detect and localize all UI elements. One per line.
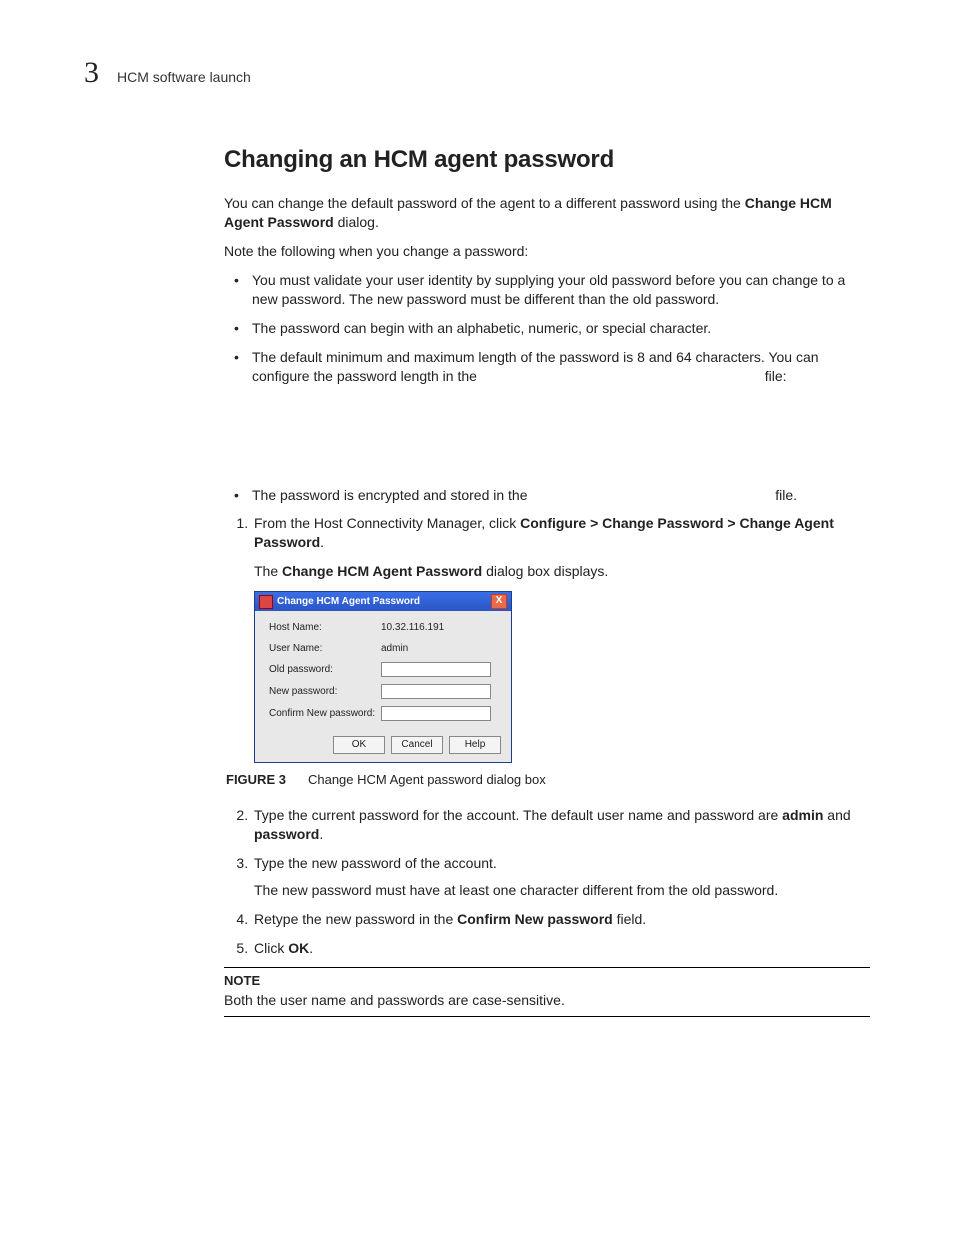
step-5: Click OK.	[252, 939, 870, 958]
input-confirm-pw[interactable]	[381, 706, 491, 721]
dialog-app-icon	[259, 595, 273, 609]
label-new-pw: New password:	[269, 685, 381, 699]
cancel-button[interactable]: Cancel	[391, 736, 443, 754]
step5-bold: OK	[288, 940, 309, 956]
page-header: 3 HCM software launch	[84, 56, 870, 90]
step2-post: .	[319, 826, 323, 842]
page-title: Changing an HCM agent password	[224, 144, 870, 176]
label-host: Host Name:	[269, 621, 381, 635]
note-text: Both the user name and passwords are cas…	[224, 991, 870, 1010]
step1-sub-bold: Change HCM Agent Password	[282, 563, 482, 579]
step2-b1: admin	[782, 807, 823, 823]
content-column: Changing an HCM agent password You can c…	[224, 144, 870, 1017]
input-new-pw[interactable]	[381, 684, 491, 699]
row-host: Host Name: 10.32.116.191	[269, 621, 499, 635]
bullet-2: The password can begin with an alphabeti…	[224, 319, 870, 338]
step-3: Type the new password of the account. Th…	[252, 854, 870, 900]
step-2: Type the current password for the accoun…	[252, 806, 870, 844]
bullet-4-text: The password is encrypted and stored in …	[252, 487, 528, 503]
dialog-window: Change HCM Agent Password X Host Name: 1…	[254, 591, 512, 763]
bullet-3-trail: file:	[765, 368, 787, 384]
step1-post: .	[320, 534, 324, 550]
note-label: NOTE	[224, 972, 870, 990]
bullet-4: The password is encrypted and stored in …	[224, 486, 870, 505]
step4-bold: Confirm New password	[457, 911, 613, 927]
value-user: admin	[381, 642, 408, 656]
bullet-1-text: You must validate your user identity by …	[252, 272, 845, 307]
dialog-title-text: Change HCM Agent Password	[277, 595, 420, 609]
dialog-button-row: OK Cancel Help	[255, 736, 511, 762]
step-4: Retype the new password in the Confirm N…	[252, 910, 870, 929]
step1-pre: From the Host Connectivity Manager, clic…	[254, 515, 520, 531]
page: 3 HCM software launch Changing an HCM ag…	[0, 0, 954, 1235]
step4-pre: Retype the new password in the	[254, 911, 457, 927]
bullet-list: You must validate your user identity by …	[224, 271, 870, 504]
section-name: HCM software launch	[117, 69, 251, 85]
step2-mid: and	[823, 807, 850, 823]
figure-caption: FIGURE 3 Change HCM Agent password dialog…	[226, 771, 870, 789]
chapter-number: 3	[84, 56, 99, 90]
row-old-pw: Old password:	[269, 662, 499, 677]
close-icon[interactable]: X	[491, 594, 507, 609]
note-block: NOTE Both the user name and passwords ar…	[224, 967, 870, 1016]
step2-pre: Type the current password for the accoun…	[254, 807, 782, 823]
bullet-3: The default minimum and maximum length o…	[224, 348, 870, 476]
intro-p1-post: dialog.	[334, 214, 379, 230]
input-old-pw[interactable]	[381, 662, 491, 677]
bullet-1: You must validate your user identity by …	[224, 271, 870, 309]
step-1: From the Host Connectivity Manager, clic…	[252, 514, 870, 788]
value-host: 10.32.116.191	[381, 621, 444, 635]
row-new-pw: New password:	[269, 684, 499, 699]
ok-button[interactable]: OK	[333, 736, 385, 754]
row-user: User Name: admin	[269, 642, 499, 656]
step2-b2: password	[254, 826, 319, 842]
step3-text: Type the new password of the account.	[254, 855, 497, 871]
label-old-pw: Old password:	[269, 663, 381, 677]
intro-paragraph-1: You can change the default password of t…	[224, 194, 870, 232]
intro-p1-pre: You can change the default password of t…	[224, 195, 745, 211]
label-confirm-pw: Confirm New password:	[269, 707, 381, 721]
dialog-body: Host Name: 10.32.116.191 User Name: admi…	[255, 611, 511, 736]
step4-post: field.	[613, 911, 646, 927]
bullet-4-trail: file.	[775, 487, 797, 503]
step5-pre: Click	[254, 940, 288, 956]
help-button[interactable]: Help	[449, 736, 501, 754]
step1-sub-pre: The	[254, 563, 282, 579]
step5-post: .	[309, 940, 313, 956]
figure-label: FIGURE 3	[226, 772, 286, 787]
label-user: User Name:	[269, 642, 381, 656]
step1-sub-post: dialog box displays.	[482, 563, 608, 579]
bullet-2-text: The password can begin with an alphabeti…	[252, 320, 711, 336]
row-confirm-pw: Confirm New password:	[269, 706, 499, 721]
code-gap	[252, 386, 870, 476]
steps-list: From the Host Connectivity Manager, clic…	[224, 514, 870, 957]
intro-paragraph-2: Note the following when you change a pas…	[224, 242, 870, 261]
dialog-titlebar: Change HCM Agent Password X	[255, 592, 511, 611]
bullet-3-text: The default minimum and maximum length o…	[252, 349, 819, 384]
figure-caption-text: Change HCM Agent password dialog box	[308, 772, 546, 787]
step3-sub: The new password must have at least one …	[254, 882, 778, 898]
